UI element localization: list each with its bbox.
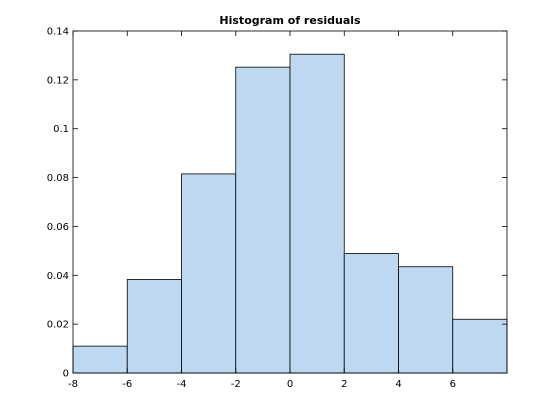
x-tick-label-0: -8 <box>68 379 78 390</box>
x-tick-label-7: 6 <box>450 379 456 390</box>
histogram-bar-0 <box>72 345 128 374</box>
histogram-bar-4 <box>289 53 345 374</box>
x-axis-ticks: -8 -6 -4 -2 0 2 4 6 <box>68 31 456 390</box>
y-axis-ticks: 0 0.02 0.04 0.06 0.08 0.1 0.12 0.14 <box>47 27 507 380</box>
histogram-bar-1 <box>126 279 182 374</box>
y-tick-label-3: 0.06 <box>47 222 69 233</box>
y-tick-label-1: 0.02 <box>47 320 69 331</box>
x-tick-label-6: 4 <box>395 379 401 390</box>
x-tick-label-4: 0 <box>287 379 293 390</box>
x-tick-label-5: 2 <box>341 379 347 390</box>
histogram-bar-3 <box>235 66 291 374</box>
chart-title: Histogram of residuals <box>219 14 361 27</box>
bars-group <box>72 53 508 374</box>
y-tick-label-0: 0 <box>63 369 69 380</box>
y-tick-label-5: 0.1 <box>53 124 69 135</box>
y-tick-label-6: 0.12 <box>47 75 69 86</box>
y-tick-label-2: 0.04 <box>47 271 69 282</box>
histogram-bar-2 <box>181 173 237 374</box>
x-tick-label-2: -4 <box>177 379 187 390</box>
x-tick-label-1: -6 <box>122 379 132 390</box>
histogram-bar-7 <box>452 318 508 374</box>
histogram-bar-5 <box>343 253 399 374</box>
histogram-bar-6 <box>398 266 454 374</box>
x-tick-label-3: -2 <box>231 379 241 390</box>
y-tick-label-4: 0.08 <box>47 173 69 184</box>
y-tick-label-7: 0.14 <box>47 27 69 38</box>
